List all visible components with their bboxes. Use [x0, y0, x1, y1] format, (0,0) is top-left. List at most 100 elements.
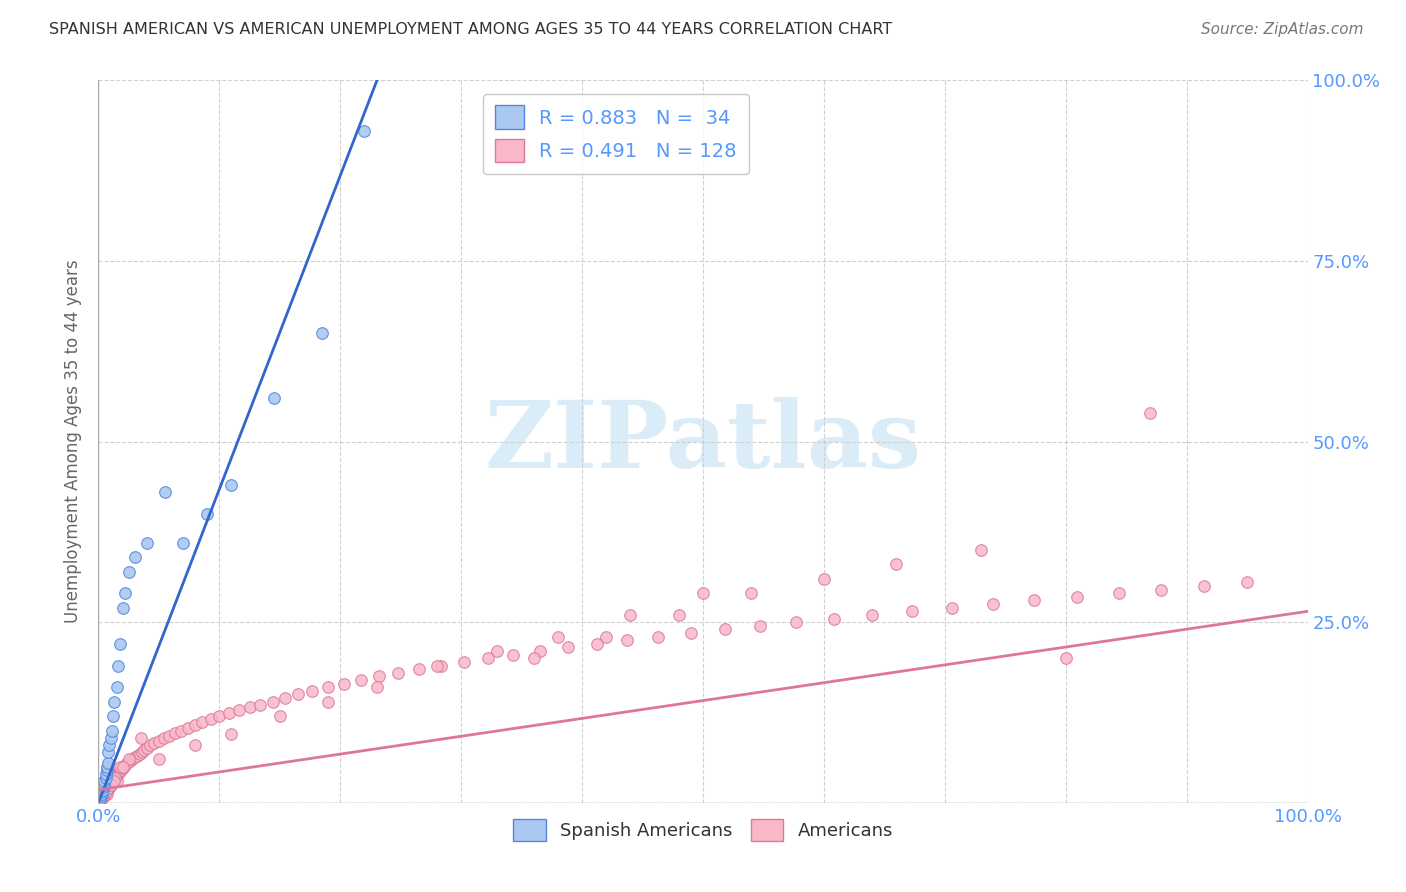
Point	[368, 669, 391, 683]
Point	[239, 700, 262, 714]
Point	[94, 782, 117, 797]
Point	[108, 764, 131, 778]
Point	[89, 794, 111, 808]
Point	[195, 507, 218, 521]
Point	[366, 680, 388, 694]
Point	[94, 771, 117, 785]
Point	[94, 767, 117, 781]
Point	[221, 478, 243, 492]
Point	[91, 785, 114, 799]
Point	[97, 745, 120, 759]
Point	[287, 687, 309, 701]
Point	[118, 752, 141, 766]
Point	[93, 789, 115, 803]
Point	[97, 780, 120, 794]
Point	[228, 703, 250, 717]
Text: ZIPatlas: ZIPatlas	[485, 397, 921, 486]
Point	[273, 691, 295, 706]
Point	[124, 550, 146, 565]
Point	[97, 781, 120, 796]
Point	[91, 782, 114, 797]
Point	[103, 771, 125, 785]
Point	[96, 781, 118, 796]
Point	[426, 658, 449, 673]
Point	[143, 736, 166, 750]
Point	[128, 747, 150, 761]
Point	[98, 778, 121, 792]
Point	[748, 619, 770, 633]
Point	[679, 626, 702, 640]
Point	[901, 604, 924, 618]
Point	[191, 714, 214, 729]
Point	[121, 752, 143, 766]
Point	[1054, 651, 1077, 665]
Point	[523, 651, 546, 665]
Point	[114, 758, 136, 772]
Point	[91, 789, 114, 803]
Point	[91, 790, 114, 805]
Point	[108, 765, 131, 780]
Point	[1066, 590, 1088, 604]
Point	[91, 790, 114, 805]
Point	[98, 781, 121, 796]
Point	[1236, 575, 1258, 590]
Point	[104, 771, 127, 785]
Point	[89, 792, 111, 806]
Point	[311, 326, 333, 340]
Point	[96, 782, 118, 797]
Point	[148, 752, 170, 766]
Point	[91, 789, 114, 803]
Point	[96, 787, 118, 801]
Point	[135, 535, 157, 549]
Point	[93, 787, 115, 801]
Point	[96, 764, 118, 778]
Point	[100, 731, 122, 745]
Point	[91, 780, 114, 794]
Point	[90, 792, 112, 806]
Point	[1139, 406, 1161, 420]
Point	[93, 785, 115, 799]
Point	[557, 640, 579, 655]
Point	[111, 600, 134, 615]
Point	[1150, 582, 1173, 597]
Text: Source: ZipAtlas.com: Source: ZipAtlas.com	[1201, 22, 1364, 37]
Point	[221, 727, 243, 741]
Point	[886, 558, 908, 572]
Point	[97, 756, 120, 770]
Point	[118, 754, 141, 768]
Point	[408, 662, 430, 676]
Point	[100, 778, 122, 792]
Point	[353, 124, 375, 138]
Point	[134, 743, 156, 757]
Point	[93, 774, 115, 789]
Point	[616, 633, 638, 648]
Point	[169, 723, 191, 738]
Point	[595, 630, 617, 644]
Point	[108, 637, 131, 651]
Point	[740, 586, 762, 600]
Point	[941, 600, 963, 615]
Point	[98, 738, 121, 752]
Point	[89, 792, 111, 806]
Point	[647, 630, 669, 644]
Point	[100, 774, 122, 789]
Point	[105, 774, 128, 789]
Point	[668, 607, 690, 622]
Point	[105, 680, 128, 694]
Point	[316, 680, 339, 694]
Point	[153, 485, 176, 500]
Point	[619, 607, 641, 622]
Point	[1024, 593, 1046, 607]
Point	[90, 790, 112, 805]
Point	[108, 760, 131, 774]
Point	[100, 723, 122, 738]
Point	[139, 738, 162, 752]
Point	[585, 637, 607, 651]
Point	[131, 745, 153, 759]
Point	[823, 611, 845, 625]
Point	[91, 787, 114, 801]
Point	[1108, 586, 1130, 600]
Point	[111, 760, 134, 774]
Point	[1192, 579, 1215, 593]
Point	[100, 775, 122, 789]
